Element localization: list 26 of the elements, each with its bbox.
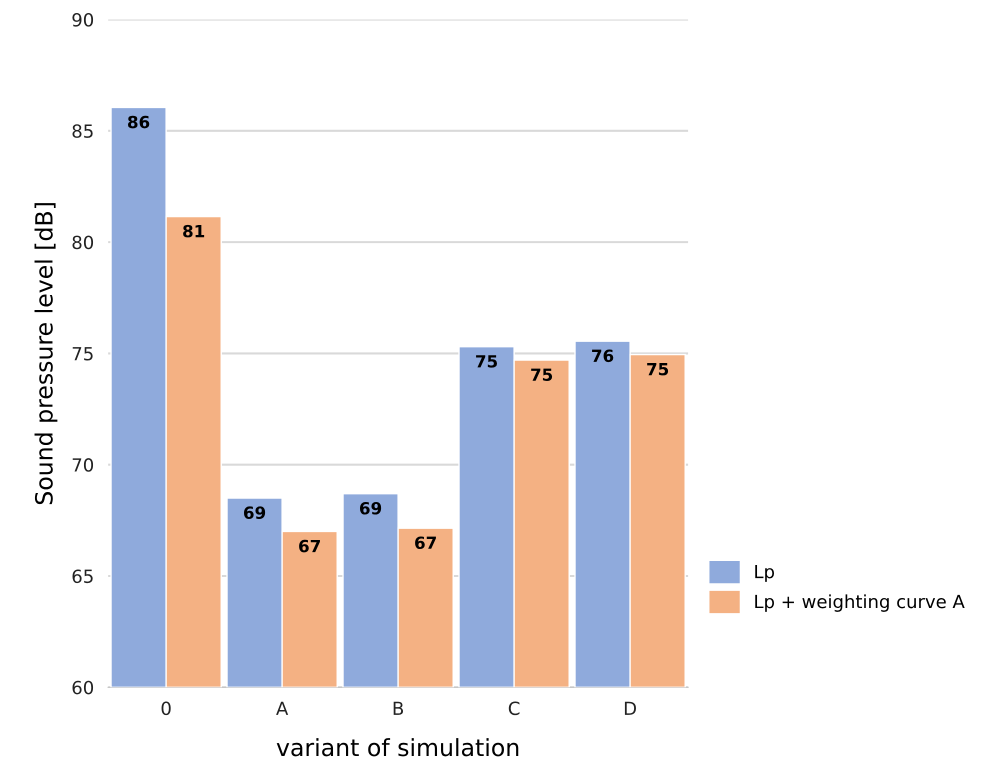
data-label: 69: [360, 502, 382, 515]
x-tick-label: A: [276, 702, 288, 715]
y-tick-label: 70: [72, 458, 94, 472]
data-label: 69: [244, 506, 266, 519]
y-tick-label: 75: [72, 347, 93, 361]
y-tick-label: 80: [72, 236, 94, 250]
x-axis-title: variant of simulation: [276, 738, 518, 756]
x-tick-label: B: [394, 702, 404, 715]
data-label: 67: [299, 540, 320, 552]
x-tick-label: C: [508, 701, 520, 716]
data-label: 81: [183, 224, 204, 238]
data-label: 75: [647, 363, 668, 376]
y-tick-label: 65: [72, 569, 93, 584]
data-label: 76: [592, 349, 614, 362]
legend-label: Lp: [755, 565, 774, 582]
y-tick-label: 60: [72, 680, 94, 694]
x-tick-label: 0: [162, 701, 171, 716]
x-tick-label: D: [624, 702, 636, 715]
y-axis-title: Sound pressure level [dB]: [34, 203, 58, 504]
y-tick-label: 85: [72, 124, 93, 138]
data-label: 86: [128, 116, 150, 128]
data-label: 67: [415, 536, 436, 550]
data-label: 75: [476, 355, 497, 368]
legend-label: Lp + weighting curve A: [755, 594, 965, 612]
data-label: 75: [531, 368, 552, 381]
y-tick-label: 90: [72, 12, 94, 27]
